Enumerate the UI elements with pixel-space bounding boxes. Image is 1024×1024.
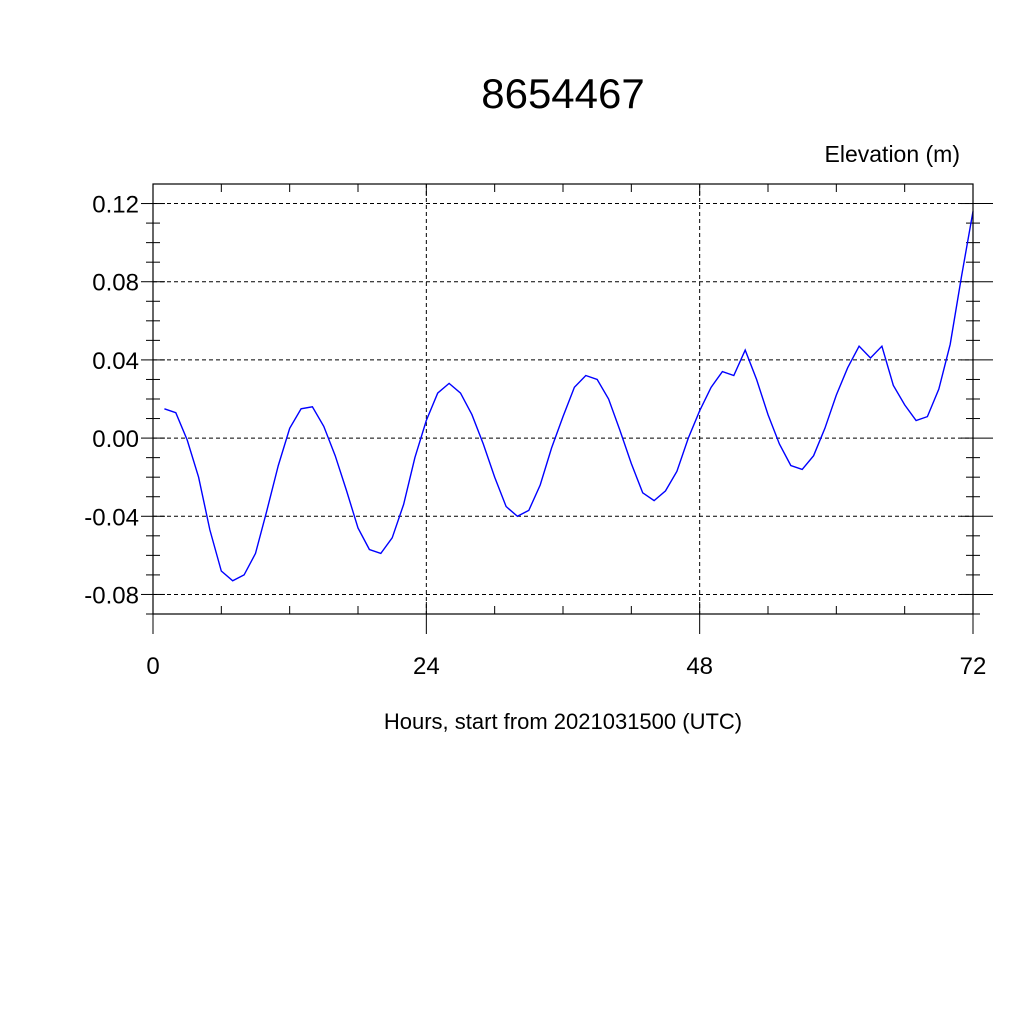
chart-title: 8654467 bbox=[481, 70, 645, 117]
y-tick-label: -0.04 bbox=[84, 504, 139, 531]
elevation-series-line bbox=[164, 211, 974, 582]
major-ticks bbox=[141, 184, 993, 634]
y-axis-label: Elevation (m) bbox=[825, 141, 960, 167]
plot-frame bbox=[152, 183, 974, 615]
y-tick-label: 0.12 bbox=[92, 192, 139, 219]
x-tick-label: 72 bbox=[960, 653, 987, 680]
x-tick-label: 24 bbox=[413, 653, 440, 680]
minor-ticks bbox=[146, 184, 980, 615]
x-tick-label: 0 bbox=[146, 653, 159, 680]
x-axis-label: Hours, start from 2021031500 (UTC) bbox=[384, 709, 742, 734]
grid-lines bbox=[153, 184, 973, 614]
y-tick-label: 0.08 bbox=[92, 270, 139, 297]
y-tick-label: 0.00 bbox=[92, 426, 139, 453]
tick-labels: -0.08 -0.04 0.00 0.04 0.08 0.12 0 24 48 72 bbox=[84, 192, 986, 680]
series-layer bbox=[164, 211, 974, 582]
x-tick-label: 48 bbox=[686, 653, 713, 680]
y-tick-label: 0.04 bbox=[92, 348, 139, 375]
y-tick-label: -0.08 bbox=[84, 582, 139, 609]
